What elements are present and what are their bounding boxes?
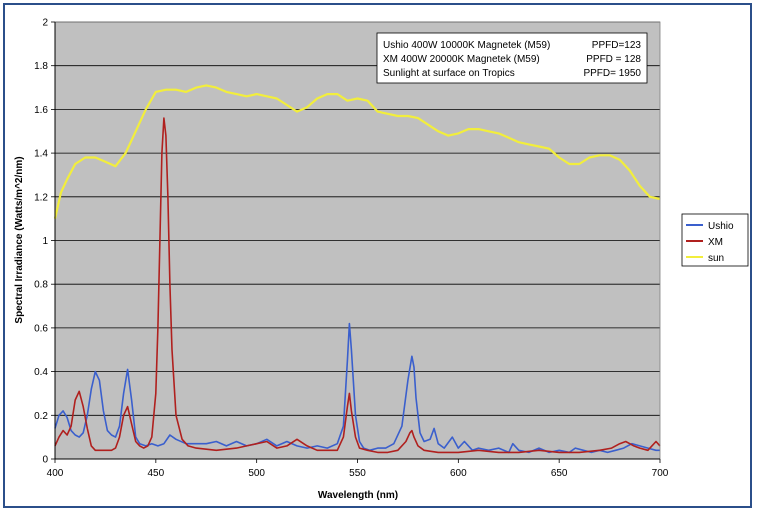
y-tick-label: 1.2 (34, 192, 48, 203)
tick-labels: 0 0.2 0.4 0.6 0.8 1 1.2 1.4 1.6 1.8 2 400 450 500 550 6… (34, 18, 669, 480)
y-axis-title: Spectral Irradiance (Watts/m^2/nm) (14, 156, 25, 323)
annotation-row-2-right: PPFD = 128 (586, 54, 641, 65)
y-tick-label: 1.4 (34, 149, 48, 160)
series-layer (53, 84, 661, 454)
legend: Ushio XM sun (681, 213, 749, 267)
legend-label-ushio: Ushio (708, 221, 734, 232)
x-tick-label: 700 (652, 468, 669, 479)
annotation-row-2-left: XM 400W 20000K Magnetek (M59) (383, 54, 540, 65)
x-tick-label: 550 (349, 468, 366, 479)
y-tick-label: 1 (42, 236, 48, 247)
annotation-row-3-right: PPFD= 1950 (583, 68, 641, 79)
annotation-background (376, 32, 648, 84)
series-line-ushio (54, 322, 660, 454)
series-line-sun (53, 84, 661, 219)
y-tick-label: 0 (42, 455, 48, 466)
x-tick-label: 450 (147, 468, 164, 479)
y-tick-label: 1.6 (34, 105, 48, 116)
y-tick-label: 0.8 (34, 280, 48, 291)
x-tick-label: 600 (450, 468, 467, 479)
y-tick-label: 0.2 (34, 411, 48, 422)
y-tick-label: 1.8 (34, 61, 48, 72)
annotation-box: Ushio 400W 10000K Magnetek (M59) PPFD=12… (376, 32, 648, 84)
legend-label-xm: XM (708, 237, 723, 248)
annotation-row-3-left: Sunlight at surface on Tropics (383, 68, 515, 79)
annotation-row-1-left: Ushio 400W 10000K Magnetek (M59) (383, 40, 550, 51)
y-tick-label: 0.4 (34, 367, 48, 378)
series-line-xm (54, 117, 661, 454)
legend-label-sun: sun (708, 253, 724, 264)
y-tick-label: 2 (42, 18, 48, 29)
x-tick-label: 400 (47, 468, 64, 479)
y-tick-label: 0.6 (34, 323, 48, 334)
x-tick-label: 650 (551, 468, 568, 479)
annotation-row-1-right: PPFD=123 (592, 40, 642, 51)
x-tick-label: 500 (248, 468, 265, 479)
x-axis-title: Wavelength (nm) (318, 490, 398, 501)
